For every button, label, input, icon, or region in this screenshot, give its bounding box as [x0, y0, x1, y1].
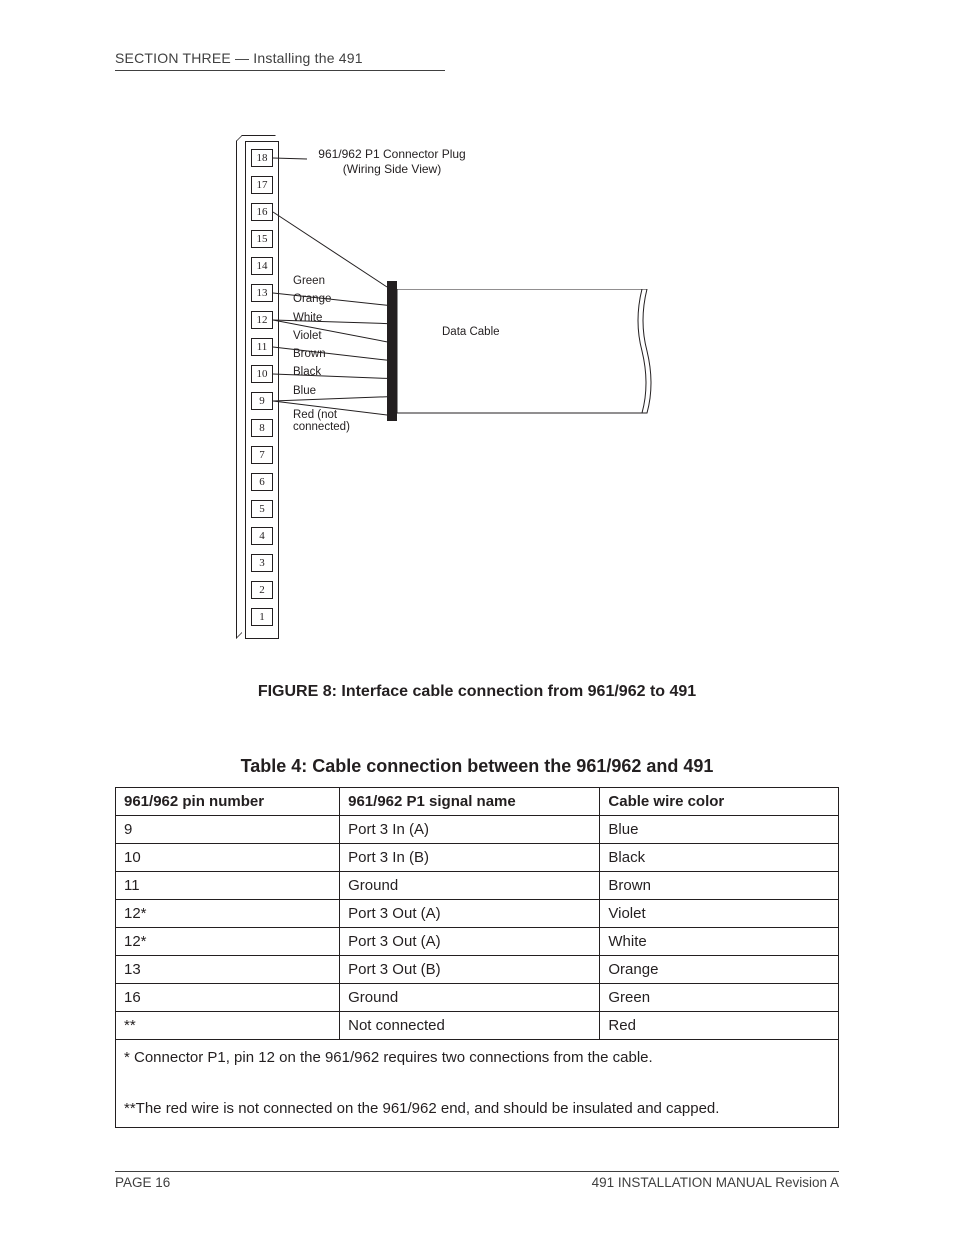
footnote-1: * Connector P1, pin 12 on the 961/962 re…	[124, 1049, 653, 1066]
table-cell: Not connected	[340, 1012, 600, 1040]
pin-10: 10	[251, 365, 273, 383]
pin-18: 18	[251, 149, 273, 167]
wire-label-red-not: Red (notconnected)	[293, 409, 350, 433]
table-row: 10Port 3 In (B)Black	[116, 844, 839, 872]
pin-6: 6	[251, 473, 273, 491]
col-header-signal: 961/962 P1 signal name	[340, 788, 600, 816]
table-row: 13Port 3 Out (B)Orange	[116, 956, 839, 984]
table-cell: 9	[116, 816, 340, 844]
table-cell: **	[116, 1012, 340, 1040]
footnote-2: **The red wire is not connected on the 9…	[124, 1100, 719, 1117]
table-cell: Green	[600, 984, 839, 1012]
pin-5: 5	[251, 500, 273, 518]
table-cell: Ground	[340, 872, 600, 900]
col-header-pin: 961/962 pin number	[116, 788, 340, 816]
table-4-caption: Table 4: Cable connection between the 96…	[115, 756, 839, 777]
table-cell: Orange	[600, 956, 839, 984]
table-row: 12*Port 3 Out (A)White	[116, 928, 839, 956]
wire-label-brown: Brown	[293, 348, 326, 360]
footer-page-number: PAGE 16	[115, 1175, 170, 1190]
table-footnotes: * Connector P1, pin 12 on the 961/962 re…	[116, 1040, 839, 1128]
table-cell: Violet	[600, 900, 839, 928]
table-row: **Not connectedRed	[116, 1012, 839, 1040]
wire-lines	[227, 141, 727, 661]
table-cell: Blue	[600, 816, 839, 844]
table-cell: 12*	[116, 900, 340, 928]
pin-8: 8	[251, 419, 273, 437]
pin-15: 15	[251, 230, 273, 248]
table-footnote-row: * Connector P1, pin 12 on the 961/962 re…	[116, 1040, 839, 1128]
wire-label-black: Black	[293, 366, 321, 378]
table-4: 961/962 pin number 961/962 P1 signal nam…	[115, 787, 839, 1128]
pin-11: 11	[251, 338, 273, 356]
table-cell: Black	[600, 844, 839, 872]
pin-13: 13	[251, 284, 273, 302]
figure-8-caption: FIGURE 8: Interface cable connection fro…	[115, 683, 839, 701]
table-row: 12*Port 3 Out (A)Violet	[116, 900, 839, 928]
footer-doc-title: 491 INSTALLATION MANUAL Revision A	[592, 1175, 839, 1190]
pin-9: 9	[251, 392, 273, 410]
table-cell: Port 3 In (B)	[340, 844, 600, 872]
pin-12: 12	[251, 311, 273, 329]
table-cell: 16	[116, 984, 340, 1012]
pin-16: 16	[251, 203, 273, 221]
table-cell: Port 3 Out (B)	[340, 956, 600, 984]
table-header-row: 961/962 pin number 961/962 P1 signal nam…	[116, 788, 839, 816]
table-cell: Port 3 Out (A)	[340, 900, 600, 928]
figure-8-diagram-container: 961/962 P1 Connector Plug (Wiring Side V…	[115, 141, 839, 661]
table-cell: Red	[600, 1012, 839, 1040]
pin-14: 14	[251, 257, 273, 275]
wire-label-white: White	[293, 312, 322, 324]
wire-label-green: Green	[293, 275, 325, 287]
pin-7: 7	[251, 446, 273, 464]
pin-2: 2	[251, 581, 273, 599]
table-row: 16GroundGreen	[116, 984, 839, 1012]
page-footer: PAGE 16 491 INSTALLATION MANUAL Revision…	[115, 1171, 839, 1190]
table-cell: 10	[116, 844, 340, 872]
table-cell: White	[600, 928, 839, 956]
table-cell: Port 3 Out (A)	[340, 928, 600, 956]
running-header: SECTION THREE — Installing the 491	[115, 50, 445, 71]
table-cell: 12*	[116, 928, 340, 956]
pin-4: 4	[251, 527, 273, 545]
wire-label-blue: Blue	[293, 385, 316, 397]
pin-1: 1	[251, 608, 273, 626]
table-cell: 13	[116, 956, 340, 984]
col-header-color: Cable wire color	[600, 788, 839, 816]
pin-3: 3	[251, 554, 273, 572]
table-cell: 11	[116, 872, 340, 900]
table-cell: Port 3 In (A)	[340, 816, 600, 844]
table-row: 9Port 3 In (A)Blue	[116, 816, 839, 844]
table-cell: Ground	[340, 984, 600, 1012]
table-row: 11GroundBrown	[116, 872, 839, 900]
wire-label-violet: Violet	[293, 330, 322, 342]
wire-label-orange: Orange	[293, 293, 331, 305]
table-cell: Brown	[600, 872, 839, 900]
pin-17: 17	[251, 176, 273, 194]
figure-8-diagram: 961/962 P1 Connector Plug (Wiring Side V…	[227, 141, 727, 661]
